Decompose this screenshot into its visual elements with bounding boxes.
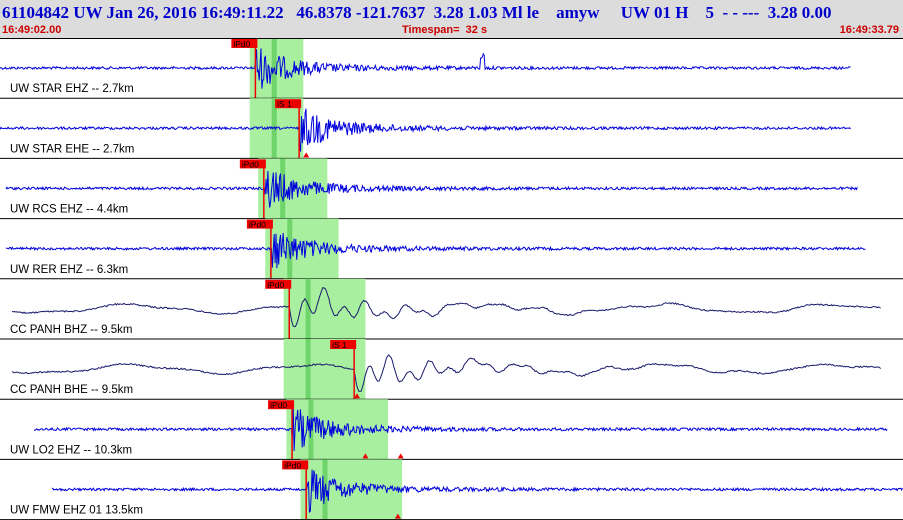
station-label: CC PANH BHE -- 9.5km [10, 384, 133, 396]
pick-label: iPd0 [284, 460, 301, 470]
pick-label: iPd0 [249, 220, 266, 230]
pick-label-box [231, 39, 258, 48]
pick-label: iPd0 [267, 280, 284, 290]
seismogram-panel[interactable]: iPd0 UW STAR EHZ -- 2.7km iS 1 UW STAR EHE … [0, 38, 903, 520]
waveform-trace [0, 108, 851, 152]
start-time-label: 16:49:02.00 [2, 24, 62, 36]
window-edge [305, 339, 311, 400]
arrival-marker [362, 453, 369, 459]
arrival-marker [394, 513, 401, 519]
pick-label-box [239, 159, 266, 169]
analysis-window [283, 278, 366, 339]
pick-label: iS 1 [277, 99, 292, 109]
station-label: UW RCS EHZ -- 4.4km [10, 204, 128, 216]
waveform-trace [33, 405, 888, 452]
station-label: UW STAR EHE -- 2.7km [10, 143, 134, 155]
station-label: UW STAR EHZ -- 2.7km [10, 83, 134, 95]
waveform-trace [11, 354, 882, 392]
pick-label-box [265, 279, 292, 289]
window-edge [305, 278, 311, 339]
arrival-marker [353, 393, 360, 399]
window-edge [280, 158, 286, 219]
pick-label-box [246, 219, 273, 229]
pick-label-box [268, 400, 295, 410]
pick-label: iPd0 [270, 400, 287, 410]
pick-label-box [282, 460, 309, 470]
pick-label: iS 1 [332, 340, 347, 350]
event-title: 61104842 UW Jan 26, 2016 16:49:11.22 46.… [2, 3, 832, 22]
waveform-trace [51, 469, 903, 513]
end-time-label: 16:49:33.79 [839, 24, 899, 36]
pick-label: iPd0 [233, 39, 250, 49]
window-edge [271, 98, 277, 159]
arrival-marker [303, 152, 310, 158]
pick-label-box [330, 340, 357, 349]
station-label: UW RER EHZ -- 6.3km [10, 264, 128, 276]
event-header: 61104842 UW Jan 26, 2016 16:49:11.22 46.… [0, 0, 903, 39]
station-label: UW FMW EHZ 01 13.5km [10, 505, 143, 517]
waveform-trace [5, 232, 866, 269]
timespan-label: Timespan= 32 s [402, 24, 488, 36]
window-edge [287, 218, 293, 279]
arrival-marker [397, 453, 404, 459]
pick-label-box [275, 99, 302, 109]
station-label: CC PANH BHZ -- 9.5km [10, 324, 132, 336]
waveform-trace [0, 48, 851, 89]
waveform-trace [5, 170, 858, 208]
station-label: UW LO2 EHZ -- 10.3km [10, 444, 132, 456]
waveform-trace [11, 286, 881, 328]
pick-label: iPd0 [242, 159, 259, 169]
